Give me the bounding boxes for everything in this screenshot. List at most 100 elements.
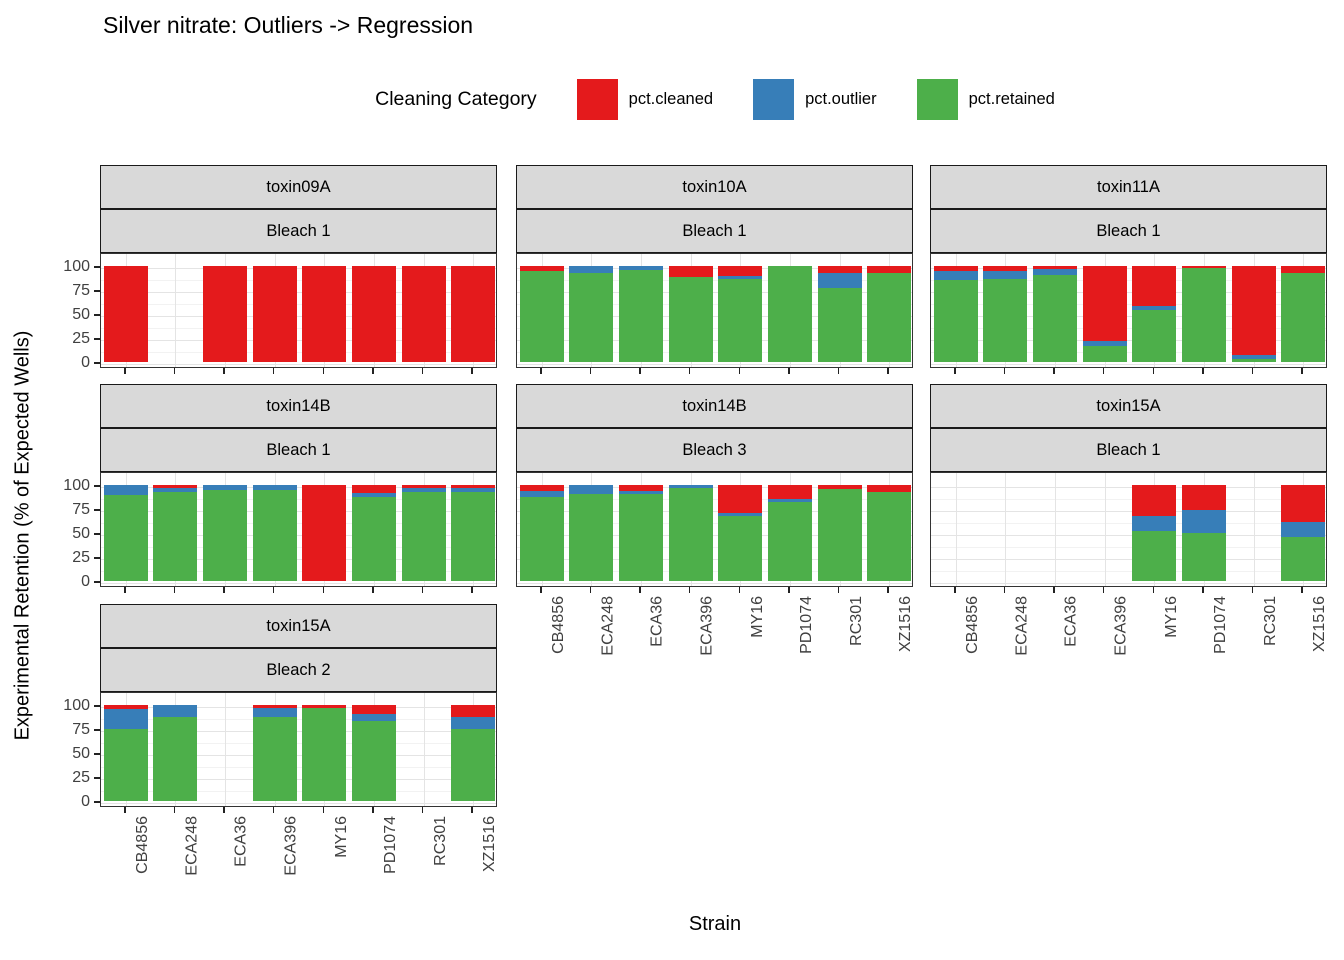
gridline-major [517, 340, 912, 341]
bar-segment-cleaned-XZ1516 [451, 266, 496, 362]
x-axis-tick [954, 368, 956, 374]
bar-segment-retained-PD1074 [767, 502, 812, 581]
bar-segment-cleaned-XZ1516 [451, 485, 496, 488]
x-axis-tick [322, 368, 325, 374]
x-tick-label-ECA248: ECA248 [599, 596, 617, 656]
gridline-major [931, 292, 1326, 293]
y-axis-tick [94, 557, 100, 559]
y-tick-label: 75 [72, 282, 90, 299]
y-axis-tick [94, 362, 100, 364]
legend-label: pct.retained [968, 89, 1055, 108]
strip-toxin: toxin15A [100, 604, 497, 648]
gridline-major [931, 316, 1326, 317]
bar-segment-retained-PD1074 [1181, 267, 1226, 362]
x-axis-tick [688, 368, 691, 374]
bar-segment-outlier-RC301 [817, 272, 862, 289]
x-axis-tick [471, 587, 473, 593]
y-axis-tick [94, 777, 100, 779]
bar-segment-cleaned-RC301 [401, 266, 446, 362]
y-axis-tick [94, 485, 100, 487]
x-tick-label-ECA248: ECA248 [183, 816, 201, 876]
bar-segment-cleaned-RC301 [401, 485, 446, 488]
x-tick-label-ECA36: ECA36 [649, 596, 667, 647]
x-axis-tick [421, 807, 424, 813]
gridline-major [101, 316, 496, 317]
gridline-minor [101, 523, 496, 524]
bar-segment-outlier-ECA36 [1033, 268, 1078, 275]
bar-segment-retained-CB4856 [103, 494, 148, 581]
gridline-minor [101, 791, 496, 792]
bar-segment-retained-CB4856 [933, 280, 978, 362]
x-axis-tick [124, 807, 126, 813]
plot-area [516, 253, 913, 368]
legend-swatch-pct.retained [916, 78, 958, 120]
strip-bleach-label: Bleach 1 [1096, 440, 1161, 459]
bar-segment-outlier-ECA248 [153, 487, 198, 492]
x-axis-tick [471, 807, 473, 813]
gridline-major [517, 583, 912, 584]
y-axis-tick [94, 753, 100, 755]
y-tick-label: 0 [81, 573, 90, 590]
gridline-major [517, 316, 912, 317]
x-tick-label-CB4856: CB4856 [963, 596, 981, 654]
gridline-major [931, 535, 1326, 536]
x-tick-label-RC301: RC301 [431, 816, 449, 866]
x-axis-tick [1053, 368, 1055, 374]
y-axis-tick [94, 729, 100, 731]
gridline-minor [517, 499, 912, 500]
bar-segment-retained-ECA248 [153, 491, 198, 581]
x-axis-tick [421, 368, 424, 374]
strip-toxin-label: toxin15A [1096, 396, 1161, 415]
bar-segment-retained-XZ1516 [867, 491, 912, 581]
y-tick-label: 0 [81, 354, 90, 371]
bar-segment-cleaned-ECA396 [252, 266, 297, 362]
bar-segment-retained-MY16 [718, 515, 763, 581]
x-axis-tick [1301, 368, 1303, 374]
y-tick-label: 50 [72, 306, 90, 323]
strip-toxin: toxin15A [930, 384, 1327, 428]
gridline-minor [101, 328, 496, 329]
bar-segment-retained-XZ1516 [451, 729, 496, 801]
gridline-minor [931, 523, 1326, 524]
bar-segment-retained-MY16 [1132, 531, 1177, 581]
gridline-minor [931, 304, 1326, 305]
x-axis-tick [372, 807, 374, 813]
x-axis-tick [589, 587, 592, 593]
bar-segment-retained-CB4856 [519, 496, 564, 581]
bar-segment-cleaned-RC301 [817, 485, 862, 489]
x-axis-tick [1202, 368, 1204, 374]
x-axis-tick [954, 587, 956, 593]
bar-segment-cleaned-CB4856 [519, 266, 564, 271]
bar-segment-retained-ECA36 [619, 493, 664, 581]
bar-segment-outlier-CB4856 [519, 490, 564, 497]
x-axis-title: Strain [688, 913, 742, 935]
gridline-vertical [1104, 473, 1106, 586]
x-axis-tick [372, 587, 374, 593]
bar-segment-retained-ECA36 [619, 269, 664, 362]
strip-bleach: Bleach 1 [930, 428, 1327, 472]
x-axis-tick [173, 807, 176, 813]
x-tick-label-XZ1516: XZ1516 [897, 596, 915, 653]
gridline-minor [101, 719, 496, 720]
bar-segment-outlier-ECA248 [153, 705, 198, 718]
panel-toxin15A-Bleach2: toxin15A Bleach 2 0 25 50 75 100 CB4856 ECA248 EC… [63, 604, 498, 876]
bar-segment-outlier-XZ1516 [1281, 522, 1326, 537]
bar-segment-cleaned-PD1074 [351, 485, 396, 493]
bar-segment-cleaned-ECA36 [1033, 266, 1078, 269]
gridline-vertical [1253, 473, 1255, 586]
bar-segment-outlier-PD1074 [1181, 509, 1226, 533]
x-axis-tick [1301, 587, 1303, 593]
panel-toxin14B-Bleach1: toxin14B Bleach 1 0 25 50 75 100 [63, 384, 497, 593]
strip-toxin-label: toxin15A [266, 616, 331, 635]
gridline-minor [101, 499, 496, 500]
bar-segment-cleaned-MY16 [302, 705, 347, 708]
bar-segment-outlier-MY16 [1132, 515, 1177, 532]
bar-segment-cleaned-PD1074 [767, 485, 812, 500]
y-tick-label: 25 [72, 330, 90, 347]
legend-label: pct.outlier [805, 89, 877, 108]
bar-segment-cleaned-CB4856 [103, 266, 148, 362]
bar-segment-cleaned-CB4856 [519, 485, 564, 491]
x-axis-tick [1102, 587, 1105, 593]
bar-segment-outlier-XZ1516 [451, 487, 496, 492]
bar-segment-outlier-MY16 [718, 512, 763, 516]
